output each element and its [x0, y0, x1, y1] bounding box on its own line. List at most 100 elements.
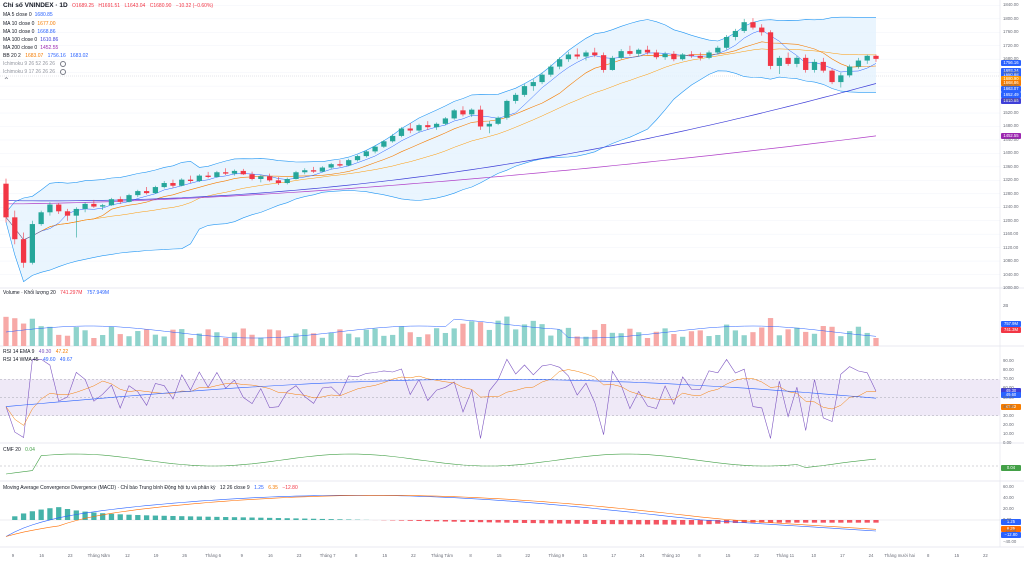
- ohlc-high: H1691.51: [98, 3, 121, 9]
- legend-ichimoku-2[interactable]: Ichimoku 9 17 26 26 26: [3, 69, 69, 75]
- price-tag: 1652.49: [1001, 92, 1021, 98]
- macd-line: [5, 495, 877, 537]
- volume-bar: [609, 332, 615, 346]
- macd-histogram-bar: [864, 520, 870, 523]
- volume-bar: [732, 330, 739, 346]
- symbol-title[interactable]: Chỉ số VNINDEX · 1D: [3, 2, 68, 9]
- legend-rsi-2[interactable]: RSI 14 WMA 45 49.60 49.67: [3, 357, 75, 363]
- legend-ma10a[interactable]: MA 10 close 0 1677.00: [3, 21, 58, 27]
- ma100-line: [5, 83, 877, 202]
- volume-bar: [100, 335, 106, 346]
- macd-histogram-bar: [170, 515, 176, 520]
- volume-bar: [811, 333, 818, 346]
- volume-bar: [363, 329, 369, 346]
- macd-histogram-bar: [574, 520, 580, 524]
- price-tag: 1663.07: [1001, 86, 1021, 92]
- macd-histogram-bar: [811, 520, 818, 523]
- volume-bar: [249, 334, 255, 346]
- legend-value: 1610.86: [40, 37, 59, 43]
- x-axis-label: 9: [241, 553, 244, 558]
- candle-body: [328, 164, 334, 168]
- price-axis-label: 1400.00: [1003, 150, 1019, 156]
- macd-histogram-bar: [697, 520, 703, 525]
- candle-body: [829, 70, 835, 83]
- macd-histogram-bar: [258, 517, 264, 520]
- candle-body: [548, 66, 554, 75]
- volume-bar: [794, 327, 800, 346]
- macd-axis-label: −20.00: [1003, 528, 1017, 533]
- candle-body: [20, 239, 27, 263]
- volume-bar: [38, 326, 44, 346]
- legend-label: CMF 20: [3, 447, 21, 453]
- volume-bar: [390, 334, 396, 346]
- candlestick-series: [3, 18, 879, 268]
- bb-basis: [5, 48, 877, 241]
- legend-cmf[interactable]: CMF 20 0.04: [3, 447, 38, 453]
- volume-bar: [310, 333, 317, 346]
- candle-body: [91, 203, 97, 207]
- rsi-axis-label: 50.00: [1003, 394, 1014, 400]
- legend-ma200[interactable]: MA 200 close 0 1452.55: [3, 45, 61, 51]
- macd-histogram-bar: [433, 520, 440, 522]
- volume-bar: [3, 316, 9, 346]
- x-axis-label: 15: [954, 553, 959, 558]
- macd-histogram-bar: [126, 514, 132, 520]
- macd-histogram-bar: [636, 520, 642, 525]
- macd-histogram-bar: [302, 518, 308, 520]
- volume-bar: [723, 324, 730, 346]
- macd-histogram-bar: [592, 520, 598, 524]
- macd-histogram-bar: [706, 520, 712, 525]
- candle-body: [117, 199, 123, 202]
- rsi-axis-label: 20.00: [1003, 421, 1014, 427]
- macd-histogram-bar: [794, 520, 800, 523]
- candle-body: [644, 49, 651, 53]
- volume-bar: [697, 330, 703, 346]
- legend-bb[interactable]: BB 20 2 1683.07 1756.16 1683.02: [3, 53, 91, 59]
- volume-bar: [205, 329, 211, 346]
- volume-bar: [152, 334, 159, 346]
- volume-bar: [847, 331, 853, 346]
- volume-bar: [64, 335, 71, 346]
- volume-bar: [398, 326, 405, 346]
- candle-body: [767, 32, 774, 66]
- candle-body: [583, 52, 589, 57]
- price-axis-label: 1160.00: [1003, 231, 1019, 237]
- legend-ichimoku-1[interactable]: Ichimoku 9 26 52 26 26: [3, 61, 69, 67]
- eye-icon[interactable]: [59, 69, 66, 75]
- pane-value-tag: 757.9M: [1001, 321, 1021, 327]
- legend-value: 1452.55: [40, 45, 59, 51]
- volume-bar: [337, 329, 343, 346]
- legend-rsi-1[interactable]: RSI 14 EMA 9 49.30 47.22: [3, 349, 71, 355]
- x-axis-label: 10: [811, 553, 816, 558]
- legend-label: MA 100 close 0: [3, 37, 38, 43]
- candle-body: [363, 151, 369, 157]
- volume-bar: [477, 322, 484, 346]
- cmf-line: [5, 453, 877, 475]
- candle-body: [504, 100, 510, 118]
- macd-histogram-bar: [609, 520, 615, 525]
- macd-histogram-bar: [135, 515, 141, 520]
- macd-histogram-bar: [284, 518, 290, 520]
- bb-upper: [5, 16, 876, 213]
- volume-bar: [442, 332, 449, 346]
- legend-macd[interactable]: Moving Average Convergence Divergence (M…: [3, 485, 301, 491]
- macd-histogram-bar: [530, 520, 536, 524]
- macd-histogram-bar: [627, 520, 633, 525]
- legend-value: 1668.86: [37, 29, 56, 35]
- legend-ma100[interactable]: MA 100 close 0 1610.86: [3, 37, 61, 43]
- candle-body: [688, 54, 695, 56]
- volume-bar: [486, 329, 492, 346]
- collapse-chevron-icon[interactable]: ⌃: [3, 76, 10, 85]
- eye-icon[interactable]: [59, 61, 66, 67]
- macd-histogram-bar: [337, 519, 343, 520]
- candle-body: [100, 205, 106, 207]
- candle-body: [372, 146, 378, 152]
- volume-bar: [715, 334, 721, 346]
- price-tag: 1756.16: [1001, 60, 1021, 66]
- legend-ma10b[interactable]: MA 10 close 0 1668.86: [3, 29, 58, 35]
- macd-histogram-bar: [249, 517, 255, 520]
- legend-ma5[interactable]: MA 5 close 0 1680.85: [3, 12, 56, 18]
- volume-bar: [803, 331, 809, 346]
- legend-volume[interactable]: Volume · Khối lượng 20 741.297M 757.949M: [3, 290, 112, 296]
- candle-body: [442, 118, 449, 124]
